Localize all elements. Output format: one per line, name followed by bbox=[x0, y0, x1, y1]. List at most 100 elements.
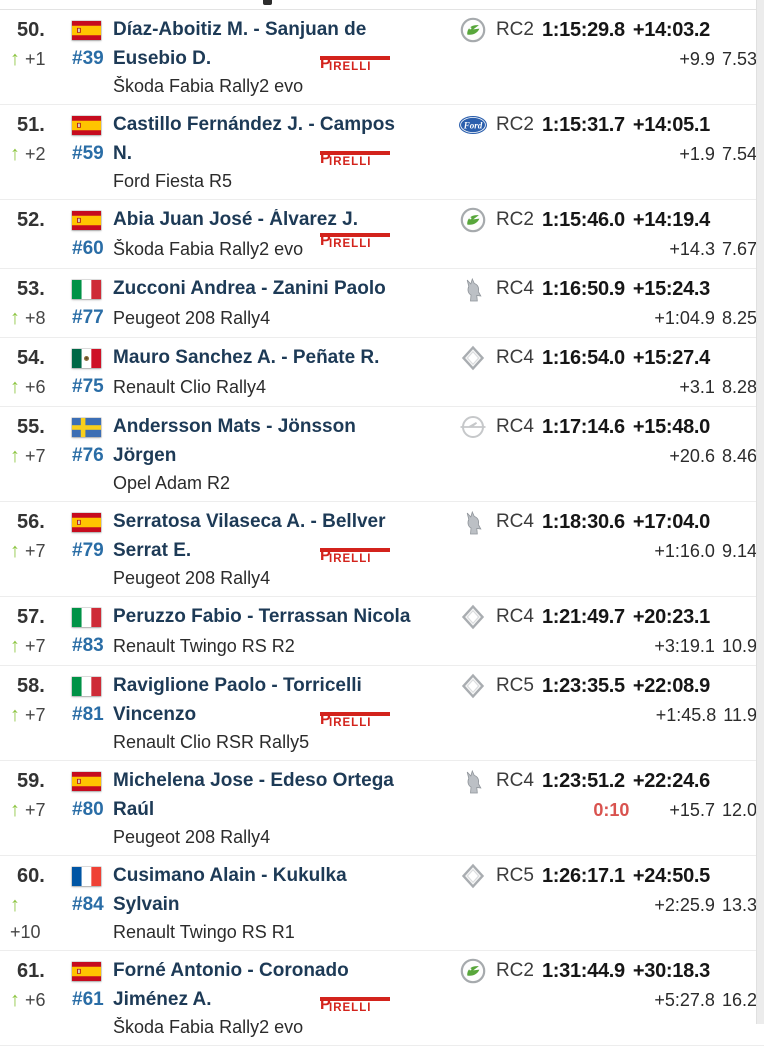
result-row[interactable]: 54. Mauro Sanchez A. - Peñate R. RC4 1:1… bbox=[0, 338, 764, 407]
flag-mx-icon bbox=[72, 348, 101, 368]
car-model: Peugeot 208 Rally4 bbox=[113, 567, 271, 588]
car-number: #76 bbox=[72, 445, 104, 466]
overall-position: 50. bbox=[17, 18, 45, 41]
gap-to-previous: +1:16.0 bbox=[654, 540, 715, 561]
skoda-logo-icon bbox=[458, 207, 488, 233]
gap-to-leader: +30:18.3 bbox=[632, 959, 710, 982]
total-time: 1:21:49.7 bbox=[541, 605, 625, 628]
result-row[interactable]: 55. Andersson Mats - Jönsson RC4 1:17:14… bbox=[0, 407, 764, 502]
crew-names-line1: Zucconi Andrea - Zanini Paolo bbox=[113, 278, 386, 299]
flag-es-icon bbox=[72, 210, 101, 230]
position-up-arrow-icon: ↑ bbox=[10, 704, 20, 726]
car-number: #59 bbox=[72, 143, 104, 164]
pirelli-logo-icon: P IRELLI bbox=[320, 233, 392, 251]
crew-names-line2: Serrat E. bbox=[113, 540, 192, 561]
car-number: #79 bbox=[72, 540, 104, 561]
overall-position: 56. bbox=[17, 510, 45, 533]
result-row[interactable]: 51. Castillo Fernández J. - Campos Ford … bbox=[0, 105, 764, 200]
car-model: Peugeot 208 Rally4 bbox=[113, 307, 271, 328]
overall-position: 57. bbox=[17, 605, 45, 628]
results-list: 50. Díaz-Aboitiz M. - Sanjuan de RC2 1:1… bbox=[0, 10, 764, 1046]
gap-to-previous: +5:27.8 bbox=[654, 989, 715, 1010]
gap-to-previous: +3.1 bbox=[679, 376, 715, 397]
gap-to-previous: +20.6 bbox=[669, 445, 715, 466]
total-time: 1:23:51.2 bbox=[541, 769, 625, 792]
gap-to-leader: +15:24.3 bbox=[632, 277, 710, 300]
position-change: +7 bbox=[25, 799, 46, 820]
coefficient-value: 16.2 bbox=[721, 989, 757, 1010]
pirelli-logo-icon: P IRELLI bbox=[320, 56, 392, 74]
car-model: Peugeot 208 Rally4 bbox=[113, 826, 271, 847]
crew-names-line2: Raúl bbox=[113, 799, 155, 820]
position-change: +7 bbox=[25, 704, 46, 725]
car-model: Renault Twingo RS R1 bbox=[113, 921, 295, 942]
crew-names-line1: Raviglione Paolo - Torricelli bbox=[113, 675, 362, 696]
position-up-arrow-icon: ↑ bbox=[10, 307, 20, 329]
position-change: +6 bbox=[25, 376, 46, 397]
result-row[interactable]: 59. Michelena Jose - Edeso Ortega RC4 1:… bbox=[0, 761, 764, 856]
coefficient-value: 7.53 bbox=[721, 48, 757, 69]
crew-names-line1: Cusimano Alain - Kukulka bbox=[113, 865, 347, 886]
car-model: Renault Clio RSR Rally5 bbox=[113, 731, 310, 752]
crew-names-line2: N. bbox=[113, 143, 132, 164]
result-row[interactable]: 53. Zucconi Andrea - Zanini Paolo RC4 1:… bbox=[0, 269, 764, 338]
result-row[interactable]: 60. Cusimano Alain - Kukulka RC5 1:26:17… bbox=[0, 856, 764, 951]
overall-position: 58. bbox=[17, 674, 45, 697]
opel-logo-icon bbox=[458, 414, 488, 440]
gap-to-previous: +2:25.9 bbox=[654, 894, 715, 915]
gap-to-leader: +14:03.2 bbox=[632, 18, 710, 41]
position-up-arrow-icon: ↑ bbox=[10, 143, 20, 165]
overall-position: 53. bbox=[17, 277, 45, 300]
pirelli-logo-icon: P IRELLI bbox=[320, 712, 392, 730]
coefficient-value: 7.54 bbox=[721, 143, 757, 164]
crew-names-line2: Vincenzo bbox=[113, 704, 197, 725]
result-row[interactable]: 61. Forné Antonio - Coronado RC2 1:31:44… bbox=[0, 951, 764, 1046]
scrollbar-track[interactable] bbox=[756, 0, 764, 1024]
gap-to-leader: +20:23.1 bbox=[632, 605, 710, 628]
crew-names-line2: Eusebio D. bbox=[113, 48, 212, 69]
result-row[interactable]: 52. Abia Juan José - Álvarez J. RC2 1:15… bbox=[0, 200, 764, 269]
overall-position: 51. bbox=[17, 113, 45, 136]
overall-position: 52. bbox=[17, 208, 45, 231]
flag-se-icon bbox=[72, 417, 101, 437]
class-label: RC4 bbox=[495, 770, 534, 791]
position-change: +8 bbox=[25, 307, 46, 328]
class-label: RC5 bbox=[495, 865, 534, 886]
pirelli-logo-icon: P IRELLI bbox=[320, 997, 392, 1015]
gap-to-previous: +14.3 bbox=[669, 238, 715, 259]
class-label: RC4 bbox=[495, 511, 534, 532]
car-model: Renault Twingo RS R2 bbox=[113, 635, 295, 656]
gap-to-previous: +9.9 bbox=[679, 48, 715, 69]
result-row[interactable]: 57. Peruzzo Fabio - Terrassan Nicola RC4… bbox=[0, 597, 764, 666]
ford-logo-icon: Ford bbox=[458, 115, 488, 135]
svg-text:Ford: Ford bbox=[463, 120, 483, 130]
renault-logo-icon bbox=[458, 673, 488, 699]
car-number: #80 bbox=[72, 799, 104, 820]
skoda-logo-icon bbox=[458, 17, 488, 43]
result-row[interactable]: 50. Díaz-Aboitiz M. - Sanjuan de RC2 1:1… bbox=[0, 10, 764, 105]
crew-names-line1: Peruzzo Fabio - Terrassan Nicola bbox=[113, 606, 411, 627]
total-time: 1:16:54.0 bbox=[541, 346, 625, 369]
gap-to-previous: +3:19.1 bbox=[654, 635, 715, 656]
coefficient-value: 9.14 bbox=[721, 540, 757, 561]
result-row[interactable]: 56. Serratosa Vilaseca A. - Bellver RC4 … bbox=[0, 502, 764, 597]
position-up-arrow-icon: ↑ bbox=[10, 48, 20, 70]
flag-es-icon bbox=[72, 115, 101, 135]
class-label: RC2 bbox=[495, 19, 534, 40]
clipped-text-fragment bbox=[263, 0, 272, 5]
position-change: +1 bbox=[25, 48, 46, 69]
peugeot-logo-icon bbox=[458, 276, 488, 302]
coefficient-value: 12.0 bbox=[721, 799, 757, 820]
total-time: 1:15:29.8 bbox=[541, 18, 625, 41]
gap-to-previous: +15.7 bbox=[669, 799, 715, 820]
pirelli-logo-icon: P IRELLI bbox=[320, 548, 392, 566]
position-change: +6 bbox=[25, 989, 46, 1010]
result-row[interactable]: 58. Raviglione Paolo - Torricelli RC5 1:… bbox=[0, 666, 764, 761]
car-model: Škoda Fabia Rally2 evo bbox=[113, 75, 304, 96]
coefficient-value: 11.9 bbox=[723, 704, 757, 725]
overall-position: 54. bbox=[17, 346, 45, 369]
overall-position: 61. bbox=[17, 959, 45, 982]
previous-row-clipped bbox=[0, 0, 764, 10]
car-number: #77 bbox=[72, 307, 104, 328]
flag-it-icon bbox=[72, 676, 101, 696]
